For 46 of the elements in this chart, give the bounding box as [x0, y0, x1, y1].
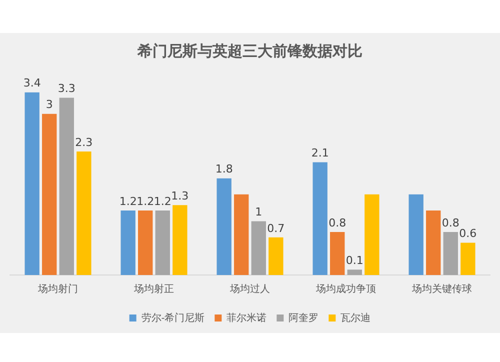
data-label: 1.2 [136, 194, 154, 208]
bar [443, 232, 458, 275]
bar [216, 178, 232, 275]
data-label: 1 [255, 206, 262, 219]
bar [155, 210, 170, 275]
data-label: 1.3 [171, 190, 189, 203]
bar [268, 237, 284, 275]
data-label: 0.1 [346, 254, 364, 267]
bar [76, 151, 92, 275]
data-label: 0.8 [328, 216, 346, 230]
legend-label: 菲尔米诺 [226, 312, 267, 324]
bar [59, 98, 74, 275]
legend-label: 劳尔-希门尼斯 [141, 312, 205, 324]
bar [426, 210, 441, 275]
bar [330, 232, 345, 275]
x-tick-label: 场均射门 [37, 282, 78, 295]
x-tick-label: 场均过人 [229, 282, 270, 295]
data-label: 0.7 [267, 222, 285, 235]
bar [408, 194, 424, 275]
data-label: 1.2 [119, 194, 137, 208]
legend-label: 瓦尔迪 [340, 312, 371, 324]
data-label: 2.1 [311, 146, 329, 160]
bar [312, 162, 328, 275]
data-label: 3 [46, 98, 53, 112]
data-label: 2.3 [75, 136, 93, 149]
data-label: 1.2 [154, 194, 172, 208]
bar [460, 242, 476, 275]
data-label: 3.3 [58, 82, 76, 96]
bar [364, 194, 380, 275]
bar [138, 210, 153, 275]
x-tick-label: 场均射正 [133, 282, 174, 295]
bar [120, 210, 136, 275]
bar [234, 194, 249, 275]
bar [42, 114, 57, 275]
bar [347, 270, 362, 275]
data-label: 1.8 [215, 162, 233, 176]
data-label: 0.8 [442, 216, 460, 230]
bar [24, 92, 40, 275]
x-tick-label: 场均关键传球 [411, 282, 472, 295]
x-tick-label: 场均成功争顶 [315, 282, 376, 295]
chart-title: 希门尼斯与英超三大前锋数据对比 [136, 42, 362, 60]
bar [251, 221, 266, 275]
legend-label: 阿奎罗 [288, 312, 319, 324]
bar [172, 205, 188, 275]
data-label: 0.6 [459, 227, 477, 240]
data-label: 3.4 [23, 76, 41, 90]
